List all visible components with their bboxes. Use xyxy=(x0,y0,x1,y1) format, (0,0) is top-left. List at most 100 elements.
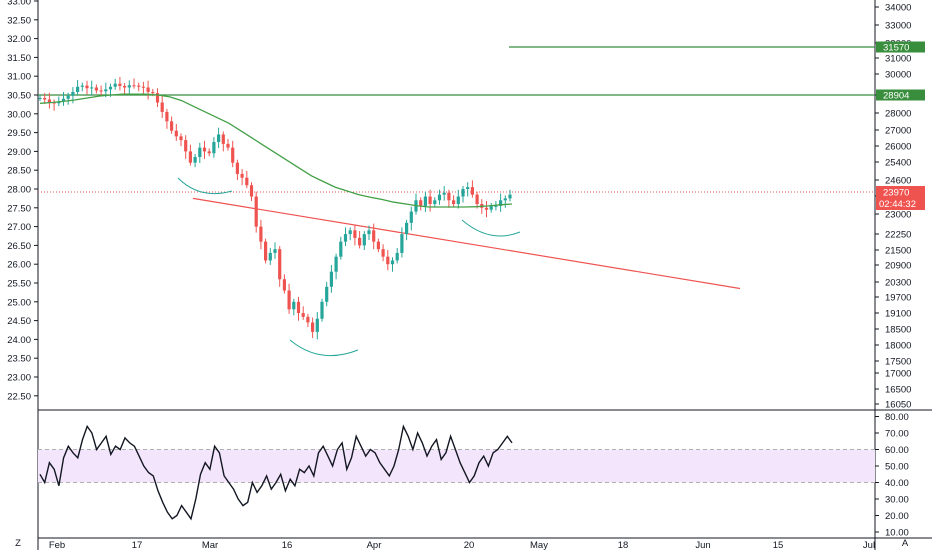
candle-body xyxy=(226,143,230,148)
candle-body xyxy=(61,98,66,102)
x-axis-label: 20 xyxy=(464,540,475,550)
right-axis-tick: 17500 xyxy=(885,357,911,368)
candle-body xyxy=(329,271,333,287)
candle-body xyxy=(118,83,122,86)
candle-body xyxy=(456,196,460,205)
candle-body xyxy=(193,157,197,163)
auto-scale-button[interactable]: A xyxy=(902,538,909,549)
candle-body xyxy=(296,301,301,314)
left-axis-tick: 24.50 xyxy=(7,316,31,327)
rsi-axis-tick: 40.00 xyxy=(885,478,909,489)
trendline xyxy=(192,197,741,290)
candle-body xyxy=(184,140,188,152)
rsi-axis-tick: 10.00 xyxy=(885,528,909,539)
x-axis-label: May xyxy=(530,540,548,550)
candle-body xyxy=(245,177,249,186)
x-axis-label: Jul xyxy=(863,540,875,550)
right-axis-tick: 20900 xyxy=(885,261,911,272)
candle-body xyxy=(358,237,362,246)
candle-body xyxy=(259,226,263,242)
rsi-axis-tick: 20.00 xyxy=(885,511,909,522)
current-price-tag: 23970 xyxy=(883,188,909,199)
right-axis-tick: 17000 xyxy=(885,369,911,380)
candle-body xyxy=(278,249,282,280)
right-axis-tick: 27000 xyxy=(885,126,911,137)
candle-body xyxy=(334,256,338,272)
candle-body xyxy=(282,279,286,291)
left-axis-tick: 25.00 xyxy=(7,297,31,308)
rsi-axis-tick: 80.00 xyxy=(885,412,909,423)
left-axis-tick: 27.00 xyxy=(7,222,31,233)
candle-body xyxy=(390,260,395,265)
rsi-axis-tick: 50.00 xyxy=(885,462,909,473)
candle-body xyxy=(160,102,164,112)
candle-body xyxy=(325,286,329,302)
candle-body xyxy=(320,301,324,319)
right-axis-tick: 23000 xyxy=(885,210,911,221)
candle-body xyxy=(433,200,437,205)
candle-body xyxy=(447,192,451,201)
candle-body xyxy=(132,85,136,87)
right-axis-tick: 31000 xyxy=(885,54,911,65)
x-axis-label: Apr xyxy=(367,540,382,550)
left-axis-tick: 32.00 xyxy=(7,34,31,45)
right-axis-tick: 28000 xyxy=(885,109,911,120)
left-axis-tick: 29.50 xyxy=(7,128,31,139)
candle-body xyxy=(268,252,272,261)
x-axis-label: Jun xyxy=(695,540,710,550)
level-tag-upper: 31570 xyxy=(883,43,909,54)
candle-body xyxy=(400,234,404,253)
candle-body xyxy=(437,194,442,201)
candle-body xyxy=(221,134,225,144)
right-shoulder-arc xyxy=(461,219,521,237)
candle-body xyxy=(52,102,56,104)
candle-body xyxy=(188,151,192,163)
candle-body xyxy=(123,85,127,88)
candle-body xyxy=(170,121,174,131)
candle-body xyxy=(376,241,380,250)
left-axis-tick: 30.50 xyxy=(7,91,31,102)
left-axis-tick: 23.00 xyxy=(7,373,31,384)
candle-body xyxy=(94,87,98,91)
candle-body xyxy=(146,87,150,92)
candle-body xyxy=(165,111,169,122)
candle-body xyxy=(287,290,291,310)
candle-body xyxy=(99,90,103,92)
candle-body xyxy=(179,136,183,141)
right-axis-tick: 26000 xyxy=(885,142,911,153)
candle-body xyxy=(423,196,427,206)
left-axis-tick: 31.00 xyxy=(7,72,31,83)
x-axis-label: 17 xyxy=(132,540,143,550)
left-axis-tick: 33.00 xyxy=(7,0,31,8)
candle-body xyxy=(90,87,94,89)
x-axis-label: Mar xyxy=(202,540,218,550)
candle-body xyxy=(353,230,357,238)
candle-body xyxy=(104,89,108,92)
left-shoulder-arc xyxy=(177,177,233,195)
x-axis-label: 15 xyxy=(773,540,784,550)
candle-body xyxy=(113,83,117,87)
candle-body xyxy=(339,241,343,257)
candle-body xyxy=(470,187,474,195)
right-axis-tick: 16500 xyxy=(885,385,911,396)
candle-body xyxy=(71,91,75,96)
candle-body xyxy=(419,200,423,206)
candle-body xyxy=(311,322,315,332)
right-axis-tick: 22250 xyxy=(885,230,911,241)
candle-body xyxy=(301,313,305,317)
left-axis-tick: 28.00 xyxy=(7,185,31,196)
rsi-line xyxy=(39,424,513,521)
candle-body xyxy=(235,162,239,174)
candle-body xyxy=(198,147,202,158)
candle-body xyxy=(489,205,493,210)
candle-body xyxy=(372,230,376,242)
left-axis-tick: 22.50 xyxy=(7,391,31,402)
candle-body xyxy=(461,189,465,197)
timezone-label: Z xyxy=(15,538,21,549)
candle-body xyxy=(38,98,42,100)
candle-body xyxy=(217,134,221,142)
candle-body xyxy=(151,91,155,94)
left-axis-tick: 24.00 xyxy=(7,335,31,346)
head-arc xyxy=(289,339,359,357)
